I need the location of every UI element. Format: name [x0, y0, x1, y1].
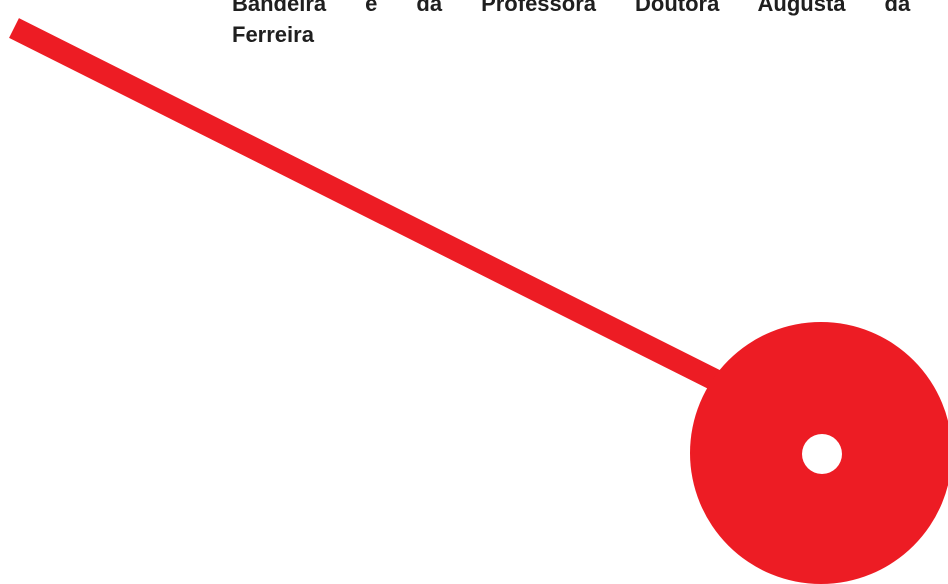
heading-line-2: Ferreira	[232, 22, 314, 47]
heading-line-1: Bandeira e da Professora Doutora Augusta…	[232, 0, 948, 16]
pin-hole	[802, 434, 842, 474]
heading-text: Bandeira e da Professora Doutora Augusta…	[232, 0, 948, 50]
pin-needle	[9, 18, 750, 405]
